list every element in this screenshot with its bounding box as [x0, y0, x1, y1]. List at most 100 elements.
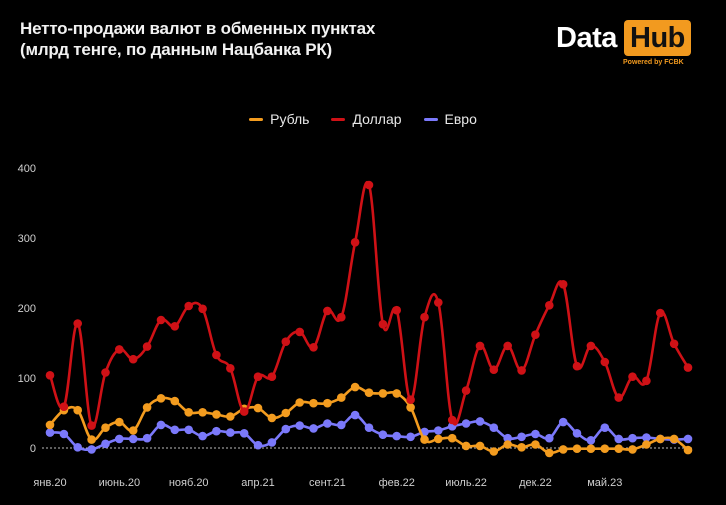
data-point-euro: [295, 421, 305, 430]
data-point-dollar: [517, 366, 526, 375]
data-point-ruble: [281, 408, 291, 418]
data-point-dollar: [59, 402, 69, 412]
data-point-euro: [475, 417, 485, 426]
data-point-dollar: [572, 361, 582, 371]
data-point-euro: [253, 440, 263, 450]
data-point-ruble: [267, 413, 277, 423]
data-point-dollar: [586, 341, 596, 351]
data-point-euro: [531, 429, 540, 439]
y-tick-label: 200: [18, 303, 36, 315]
data-point-ruble: [170, 396, 180, 406]
y-tick-label: 400: [18, 163, 36, 175]
data-point-euro: [170, 425, 180, 435]
series-line-euro: [49, 413, 689, 452]
data-point-euro: [309, 424, 318, 433]
data-point-dollar: [184, 301, 193, 311]
chart-legend: Рубль Доллар Евро: [0, 111, 726, 127]
y-tick-label: 100: [18, 373, 36, 385]
logo-tagline: Powered by FCBK: [623, 59, 684, 66]
data-point-dollar: [503, 341, 512, 351]
data-point-euro: [323, 419, 332, 428]
y-tick-label: 300: [18, 233, 36, 245]
data-point-euro: [558, 417, 568, 427]
legend-item-euro[interactable]: Евро: [423, 111, 477, 127]
legend-swatch-euro: [423, 117, 438, 121]
x-tick-label: июль.22: [445, 477, 487, 489]
legend-item-ruble[interactable]: Рубль: [249, 111, 309, 127]
title-line-2: (млрд тенге, по данным Нацбанка РК): [20, 40, 332, 59]
data-point-euro: [378, 430, 388, 440]
data-point-ruble: [198, 408, 207, 417]
data-point-euro: [115, 434, 124, 444]
data-point-ruble: [517, 443, 526, 452]
data-point-ruble: [156, 394, 166, 403]
data-point-dollar: [392, 305, 402, 315]
data-point-dollar: [309, 343, 318, 352]
data-point-euro: [226, 428, 235, 437]
data-point-ruble: [475, 441, 485, 451]
data-point-dollar: [545, 301, 554, 310]
data-point-euro: [406, 432, 415, 442]
data-point-euro: [364, 423, 374, 433]
data-point-euro: [434, 426, 443, 435]
data-point-ruble: [101, 423, 110, 433]
data-point-dollar: [642, 376, 651, 386]
data-point-euro: [198, 431, 207, 441]
data-point-dollar: [434, 298, 443, 307]
data-point-ruble: [73, 405, 82, 415]
data-point-dollar: [628, 372, 637, 382]
data-point-ruble: [128, 426, 138, 435]
data-point-ruble: [531, 440, 540, 449]
data-point-dollar: [461, 386, 471, 395]
data-point-euro: [87, 445, 96, 454]
data-point-euro: [461, 419, 471, 428]
data-point-dollar: [447, 415, 457, 425]
data-point-dollar: [378, 319, 388, 329]
data-point-ruble: [656, 434, 665, 444]
data-point-dollar: [489, 365, 499, 375]
title-line-1: Нетто-продажи валют в обменных пунктах: [20, 19, 376, 38]
data-point-ruble: [142, 403, 152, 412]
legend-label-euro: Евро: [444, 111, 477, 127]
x-tick-label: май.23: [587, 477, 622, 489]
data-point-euro: [239, 429, 249, 438]
data-point-ruble: [295, 398, 305, 407]
data-point-euro: [628, 433, 637, 443]
logo-word-data: Data: [556, 22, 617, 54]
data-point-dollar: [73, 319, 82, 328]
data-point-dollar: [212, 350, 221, 360]
data-point-dollar: [558, 280, 568, 289]
data-point-euro: [489, 423, 499, 433]
data-point-ruble: [184, 408, 193, 417]
data-point-euro: [101, 439, 110, 449]
logo-word-hub: Hub: [624, 20, 691, 56]
data-point-ruble: [45, 420, 55, 430]
data-point-ruble: [115, 417, 124, 427]
data-point-dollar: [101, 368, 110, 377]
data-point-euro: [337, 420, 346, 430]
data-point-dollar: [656, 308, 665, 318]
data-point-ruble: [350, 382, 360, 392]
data-point-euro: [281, 424, 291, 434]
data-point-dollar: [337, 312, 346, 322]
data-point-euro: [642, 433, 651, 442]
data-point-ruble: [253, 403, 263, 413]
data-point-ruble: [642, 440, 651, 449]
data-point-dollar: [128, 354, 138, 364]
data-point-ruble: [226, 412, 235, 421]
data-point-ruble: [628, 445, 637, 454]
data-point-dollar: [406, 395, 415, 405]
data-point-ruble: [614, 444, 623, 454]
data-point-ruble: [337, 393, 346, 402]
data-point-euro: [586, 436, 596, 445]
data-point-dollar: [364, 180, 374, 190]
data-point-dollar: [142, 342, 152, 351]
data-point-ruble: [378, 389, 388, 398]
data-point-euro: [212, 426, 221, 436]
data-point-dollar: [170, 322, 180, 331]
data-point-dollar: [267, 372, 277, 382]
data-point-dollar: [420, 312, 429, 322]
legend-item-dollar[interactable]: Доллар: [331, 111, 402, 127]
data-point-ruble: [461, 441, 471, 451]
data-point-euro: [142, 433, 152, 443]
